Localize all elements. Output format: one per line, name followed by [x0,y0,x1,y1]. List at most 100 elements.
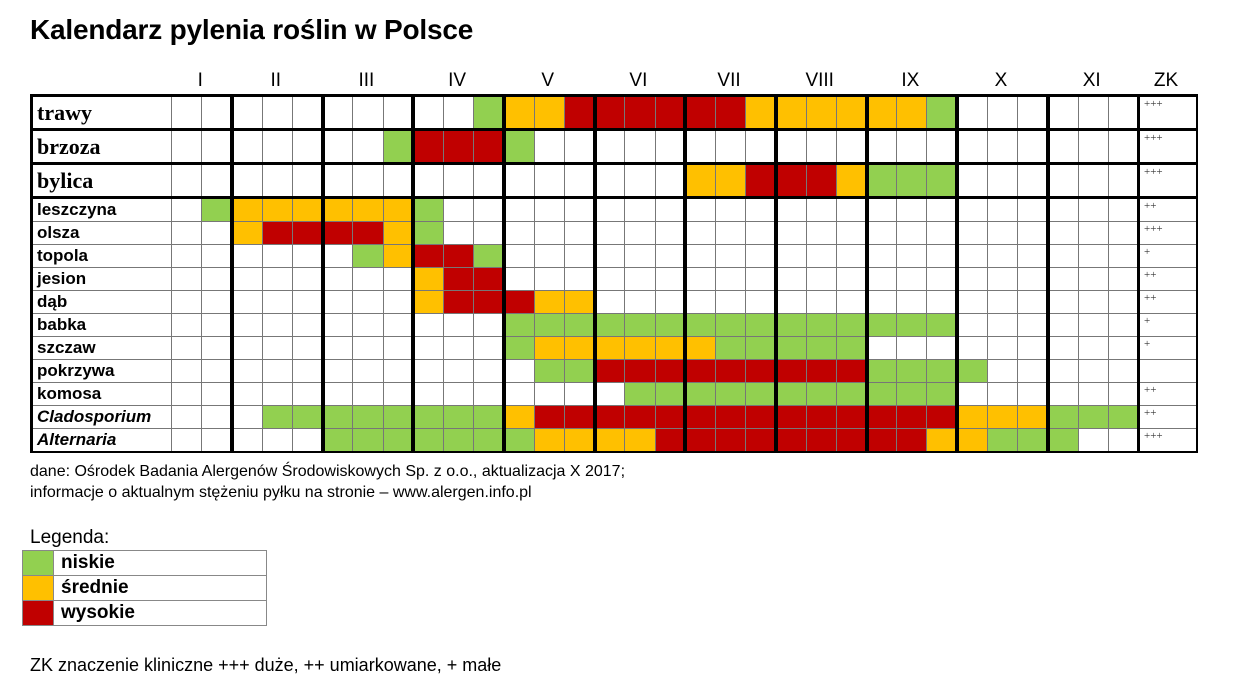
pollen-cell [563,163,596,199]
pollen-cell [955,129,988,165]
pollen-cell [411,267,444,291]
pollen-cell [683,405,716,429]
pollen-cell [261,163,293,199]
pollen-cell [320,244,354,268]
pollen-cell [683,382,716,406]
pollen-cell [533,129,565,165]
plant-label: Cladosporium [30,405,172,429]
pollen-cell [1045,428,1079,453]
pollen-cell [805,359,837,383]
pollen-cell [170,382,203,406]
pollen-cell [683,221,716,245]
pollen-cell [835,163,868,199]
pollen-cell [501,129,535,165]
pollen-cell [533,221,565,245]
pollen-cell [501,94,535,131]
pollen-cell [592,221,626,245]
pollen-cell [714,336,747,360]
pollen-cell [1077,163,1109,199]
pollen-cell [683,197,716,222]
pollen-cell [261,267,293,291]
pollen-cell [773,359,807,383]
pollen-cell [1017,336,1049,360]
pollen-cell [745,428,777,453]
pollen-cell [1077,221,1109,245]
pollen-cell [714,163,747,199]
pollen-cell [1017,197,1049,222]
pollen-cell [1045,405,1079,429]
pollen-cell [592,313,626,337]
pollen-cell [1017,290,1049,314]
month-header-III: III [358,70,375,91]
pollen-cell [201,405,233,429]
pollen-cell [473,382,505,406]
pollen-cell [411,244,444,268]
pollen-cell [291,267,324,291]
pollen-cell [624,94,656,131]
pollen-cell [624,267,656,291]
pollen-cell [745,336,777,360]
pollen-cell [533,428,565,453]
pollen-cell [926,244,958,268]
pollen-cell [896,290,928,314]
pollen-cell [745,382,777,406]
pollen-cell [442,129,475,165]
pollen-cell [745,163,777,199]
pollen-cell [714,290,747,314]
pollen-cell [986,197,1019,222]
pollen-cell [683,290,716,314]
pollen-cell [229,428,263,453]
pollen-cell [201,290,233,314]
pollen-cell [955,382,988,406]
pollen-cell [320,313,354,337]
pollen-cell [864,94,898,131]
pollen-cell [352,336,384,360]
pollen-cell [320,197,354,222]
pollen-cell [201,129,233,165]
table-row: Cladosporium ++ [30,405,1198,429]
plant-label: szczaw [30,336,172,360]
pollen-cell [683,428,716,453]
pollen-cell [683,94,716,131]
pollen-cell [805,244,837,268]
pollen-cell [563,221,596,245]
pollen-cell [201,336,233,360]
legend-title: Legenda: [30,527,110,548]
pollen-cell [805,94,837,131]
plant-label: pokrzywa [30,359,172,383]
pollen-cell [382,405,414,429]
pollen-cell [955,221,988,245]
pollen-cell [261,405,293,429]
pollen-cell [1045,267,1079,291]
pollen-cell [654,163,686,199]
pollen-cell [1017,244,1049,268]
pollen-cell [170,290,203,314]
pollen-cell [714,428,747,453]
pollen-cell [1107,336,1140,360]
pollen-cell [654,382,686,406]
pollen-cell [683,129,716,165]
pollen-cell [382,359,414,383]
pollen-cell [654,244,686,268]
pollen-cell [229,163,263,199]
pollen-cell [864,129,898,165]
pollen-cell [320,290,354,314]
pollen-cell [805,129,837,165]
pollen-cell [592,244,626,268]
plant-label: brzoza [30,129,172,165]
pollen-cell [745,244,777,268]
pollen-cell [592,129,626,165]
pollen-cell [473,163,505,199]
pollen-cell [592,336,626,360]
legend-label: wysokie [53,600,267,626]
pollen-cell [201,267,233,291]
pollen-cell [563,428,596,453]
pollen-cell [926,359,958,383]
clinical-significance: +++ [1137,428,1198,453]
pollen-cell [926,313,958,337]
pollen-cell [926,428,958,453]
pollen-cell [683,163,716,199]
pollen-cell [864,336,898,360]
pollen-cell [229,382,263,406]
pollen-cell [533,405,565,429]
